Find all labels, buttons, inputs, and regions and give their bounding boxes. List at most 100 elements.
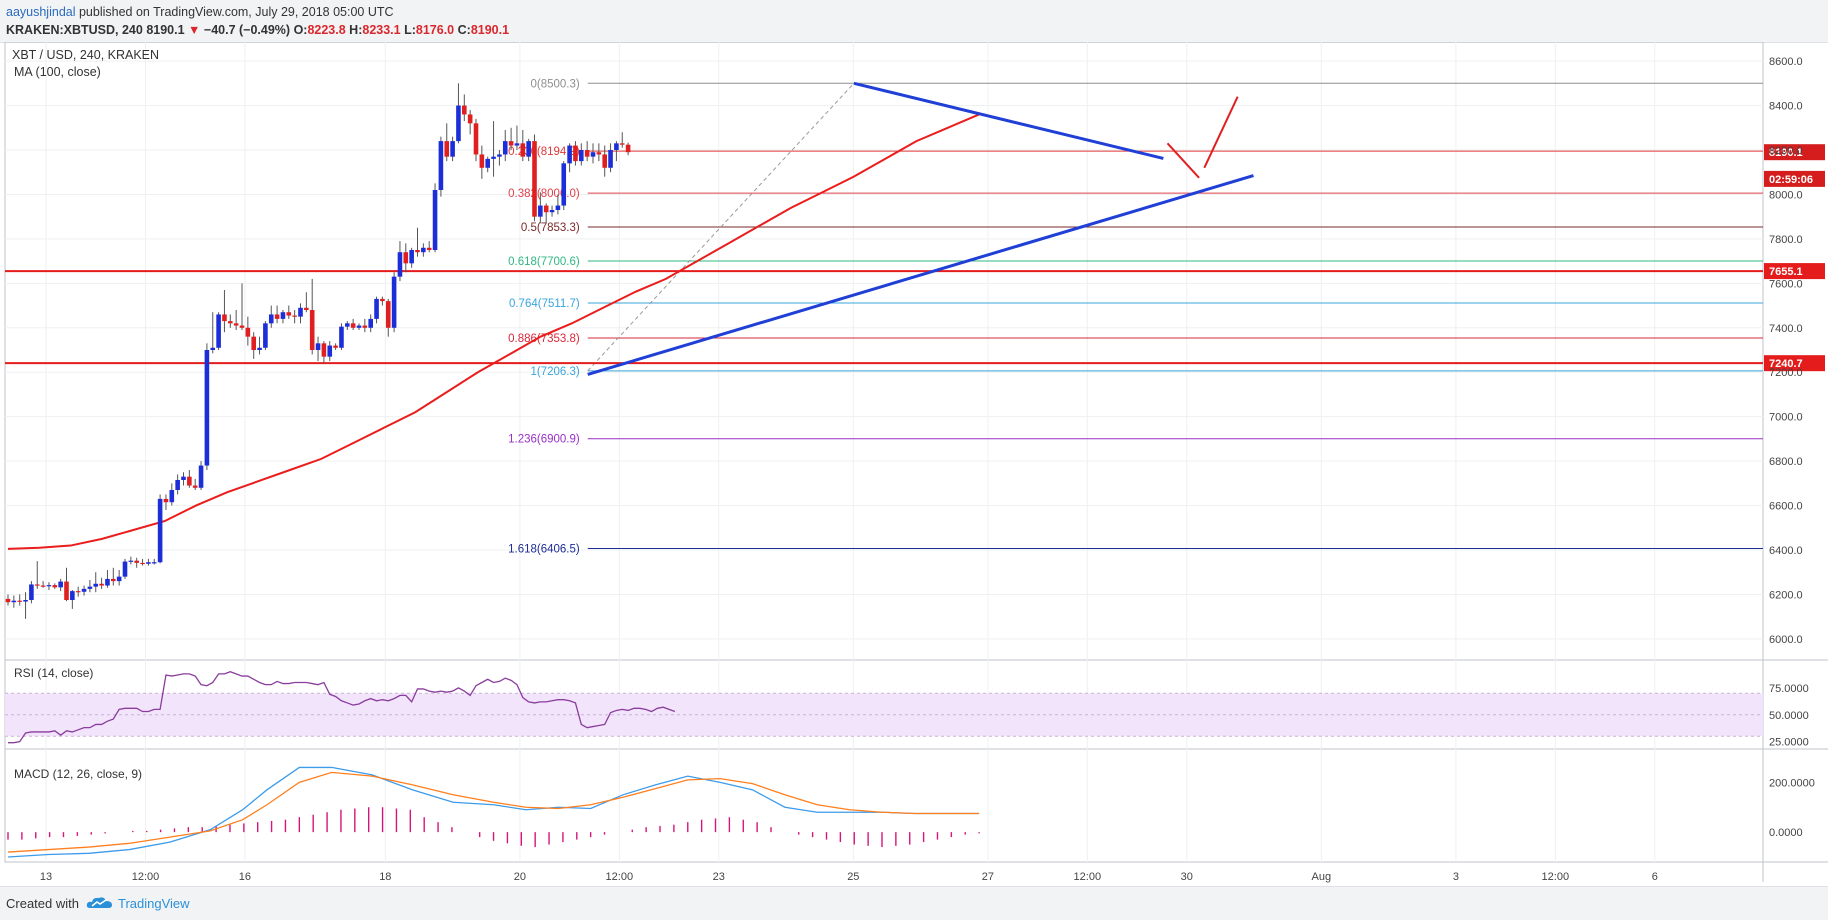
candle [298, 303, 303, 324]
candle-body [356, 325, 362, 328]
fib-level-label: 0.764(7511.7) [509, 298, 580, 310]
horizontal-lines[interactable]: 7655.1 7240.7 8190.1 02:59:06 [5, 144, 1825, 372]
candle-body [596, 152, 602, 155]
candle [602, 145, 607, 177]
projection-down-arrow[interactable] [1166, 142, 1200, 179]
chart-svg[interactable]: 0(8500.3) 0.236(8194.9) 0.382(8006.0) 0.5(7… [0, 42, 1828, 886]
candle [146, 558, 151, 566]
candle-body [614, 143, 619, 150]
candle-body [526, 141, 531, 157]
candle [134, 557, 139, 568]
price-tag [1764, 144, 1825, 161]
candle [40, 581, 46, 588]
candle-body [198, 465, 204, 488]
candle [99, 577, 104, 589]
time-tick-label: 12:00 [1074, 871, 1102, 883]
close-value: 8190.1 [470, 23, 510, 37]
candle [350, 318, 356, 330]
candle-body [450, 141, 455, 157]
price-tick-label: 7800.0 [1769, 234, 1803, 246]
tradingview-brand[interactable]: TradingView [118, 896, 190, 911]
candle [81, 585, 87, 596]
candle [508, 127, 514, 150]
price-tick-label: 8000.0 [1769, 189, 1803, 201]
ma-indicator-label: MA (100, close) [14, 65, 101, 79]
candle-body [473, 123, 479, 155]
time-tick-label: Aug [1312, 871, 1332, 883]
candle-body [479, 154, 485, 168]
candle-body [111, 578, 116, 582]
candle-body [532, 141, 537, 217]
candle-body [520, 143, 526, 157]
rsi-tick-label: 25.0000 [1769, 737, 1809, 749]
candle [625, 142, 631, 156]
candle [309, 278, 315, 355]
candle-body [99, 583, 104, 586]
candle [526, 138, 531, 162]
candle [58, 578, 63, 592]
candle-body [64, 581, 69, 600]
candle-body [157, 498, 163, 563]
candle-body [432, 190, 438, 250]
candle [46, 582, 52, 590]
candle-body [239, 325, 245, 328]
candle-body [315, 343, 321, 350]
trendline-drawings[interactable] [587, 81, 1254, 376]
time-tick-label: 12:00 [132, 871, 160, 883]
fib-level-label: 0(8500.3) [531, 78, 580, 90]
price-tick-label: 7400.0 [1769, 323, 1803, 335]
candle-body [380, 298, 385, 302]
publish-info: aayushjindal published on TradingView.co… [6, 5, 394, 19]
candle-body [321, 343, 327, 357]
time-tick-label: 27 [982, 871, 994, 883]
candle [245, 316, 251, 346]
rsi-tick-label: 75.0000 [1769, 683, 1809, 695]
time-tick-label: 3 [1453, 871, 1459, 883]
candle-body [298, 307, 303, 317]
candle-body [70, 591, 75, 600]
candle-body [397, 252, 403, 277]
candle-body [216, 314, 221, 348]
time-tick-label: 12:00 [606, 871, 634, 883]
candle [187, 470, 192, 488]
resistance-trendline[interactable] [853, 81, 1164, 160]
candle [462, 94, 467, 122]
candle [380, 296, 385, 306]
tradingview-cloud-icon[interactable] [86, 895, 114, 911]
candle-body [87, 586, 93, 589]
candle-body [555, 205, 561, 210]
candle [111, 567, 116, 586]
candle [210, 312, 216, 354]
projection-up-arrow[interactable] [1203, 96, 1239, 169]
low-label: L: [404, 23, 416, 37]
macd-line [7, 766, 980, 858]
candle-body [456, 105, 461, 142]
candle-body [75, 591, 81, 593]
fib-level-label: 0.236(8194.9) [508, 146, 580, 158]
candle-body [579, 150, 584, 162]
price-change: −40.7 (−0.49%) [203, 23, 291, 37]
candle-body [286, 312, 292, 316]
candle-body [5, 598, 11, 603]
candle-body [292, 315, 297, 317]
candle [456, 83, 461, 144]
candle [268, 305, 274, 328]
candle [584, 141, 590, 162]
candle [444, 123, 450, 162]
candle-body [485, 158, 490, 168]
axes: 8600.0 8400.0 8200.0 8000.0 7800.0 7600.0 7400… [40, 56, 1803, 883]
support-trendline[interactable] [587, 174, 1254, 376]
candle-body [309, 310, 315, 350]
horizontal-level-label: 7655.1 [1769, 266, 1803, 278]
author-link[interactable]: aayushjindal [6, 5, 76, 19]
chart-title: XBT / USD, 240, KRAKEN [12, 48, 159, 62]
candle [122, 558, 128, 579]
candle [520, 130, 526, 162]
candle [151, 558, 157, 565]
horizontal-level-tag [1764, 263, 1825, 280]
rsi-line [8, 671, 676, 744]
rsi-tick-label: 50.0000 [1769, 710, 1809, 722]
candles [5, 83, 631, 619]
candle-body [93, 583, 99, 587]
price-tick-label: 7000.0 [1769, 412, 1803, 424]
